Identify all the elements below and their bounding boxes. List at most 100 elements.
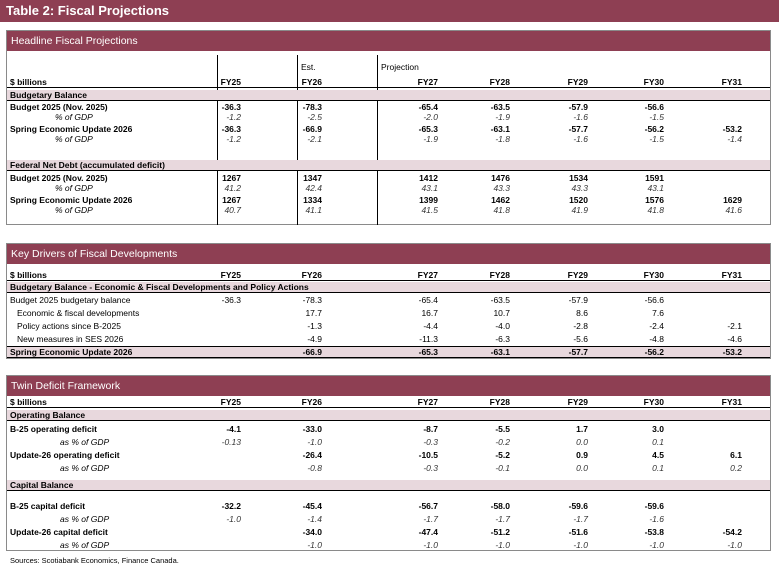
row-label: % of GDP [55,183,93,193]
year-header: FY26 [301,77,322,87]
row-label: as % of GDP [60,463,110,473]
row-label: B-25 operating deficit [10,424,97,434]
row-label: as % of GDP [60,514,110,524]
table-cell: -53.2 [722,124,742,134]
year-header: FY25 [220,77,241,87]
table-cell: -1.7 [423,514,438,524]
table-cell: -65.3 [418,124,438,134]
key-drivers-section: Key Drivers of Fiscal Developments $ bil… [6,243,771,359]
year-header: FY31 [721,397,742,407]
table-cell: -1.0 [573,540,588,550]
table-cell: -47.4 [418,527,438,537]
column-divider [377,55,378,225]
table-cell: -36.3 [221,102,241,112]
table-cell: 4.5 [652,450,664,460]
table-cell: 1347 [303,173,322,183]
table-cell: -53.8 [644,527,664,537]
table-cell: -1.0 [226,514,241,524]
table-cell: -53.2 [722,347,742,357]
row-label: Budget 2025 (Nov. 2025) [10,102,108,112]
table-cell: 1334 [303,195,322,205]
table-cell: -1.7 [495,514,510,524]
table-cell: -1.0 [649,540,664,550]
table-cell: -56.2 [644,124,664,134]
table-cell: -4.9 [307,334,322,344]
table-cell: 41.6 [725,205,742,215]
table-row: Spring Economic Update 2026 1267 1334 1399 1… [7,195,770,205]
table-cell: -59.6 [644,501,664,511]
table-cell: -1.0 [423,540,438,550]
table-cell: -4.6 [727,334,742,344]
year-header: FY25 [220,270,241,280]
table-cell: -65.4 [418,295,438,305]
table-cell: -56.2 [644,347,664,357]
table-row: % of GDP 40.7 41.1 41.5 41.8 41.9 41.8 41.6 [7,205,770,215]
table-row: Budget 2025 (Nov. 2025) -36.3 -78.3 -65.4 -6… [7,102,770,112]
table-cell: -1.8 [495,134,510,144]
table-cell: -57.7 [568,124,588,134]
row-label: Economic & fiscal developments [17,308,140,318]
table-cell: -1.0 [307,540,322,550]
subheader-federal-net-debt: Federal Net Debt (accumulated deficit) [7,160,770,171]
table-cell: -2.4 [649,321,664,331]
table-cell: -66.9 [302,347,322,357]
table-cell: -0.1 [495,463,510,473]
table-cell: -2.1 [307,134,322,144]
year-header: FY28 [489,77,510,87]
row-label: New measures in SES 2026 [17,334,124,344]
table-cell: -0.2 [495,437,510,447]
row-label: Update-26 capital deficit [10,527,108,537]
table-cell: 7.6 [652,308,664,318]
year-header: FY25 [220,397,241,407]
table-cell: -1.0 [727,540,742,550]
table-cell: 1399 [419,195,438,205]
table-cell: -34.0 [302,527,322,537]
table-cell: -1.6 [573,112,588,122]
table-cell: 43.1 [647,183,664,193]
table-cell: 41.8 [493,205,510,215]
table-row: B-25 capital deficit -32.2 -45.4 -56.7 -58.0… [7,501,770,511]
table-cell: -33.0 [302,424,322,434]
table-cell: -56.6 [644,295,664,305]
table-cell: -1.3 [307,321,322,331]
table-cell: -36.3 [221,124,241,134]
table-cell: 1534 [569,173,588,183]
unit-label: $ billions [10,77,47,87]
table-row: Budget 2025 (Nov. 2025) 1267 1347 1412 1476 1… [7,173,770,183]
table-cell: -2.1 [727,321,742,331]
year-header: FY27 [417,270,438,280]
table-cell: 41.2 [224,183,241,193]
row-label: as % of GDP [60,437,110,447]
table-cell: 0.1 [652,463,664,473]
table-row: Update-26 capital deficit -34.0 -47.4 -51.2… [7,527,770,537]
table-cell: -0.3 [423,437,438,447]
row-label: Spring Economic Update 2026 [10,195,133,205]
year-header: FY26 [301,270,322,280]
table-row: Update-26 operating deficit -26.4 -10.5 -5.… [7,450,770,460]
table-cell: 6.1 [730,450,742,460]
year-header: FY29 [567,270,588,280]
subheader-operating-balance: Operating Balance [7,410,770,421]
unit-label: $ billions [10,397,47,407]
table-cell: -78.3 [302,295,322,305]
subheader-capital-balance: Capital Balance [7,480,770,491]
table-cell: -54.2 [722,527,742,537]
table-row: as % of GDP -0.13 -1.0 -0.3 -0.2 0.0 0.1 [7,437,770,447]
table-cell: -4.4 [423,321,438,331]
table-cell: -1.7 [573,514,588,524]
subheader-budgetary-balance: Budgetary Balance [7,90,770,101]
table-row: % of GDP -1.2 -2.1 -1.9 -1.8 -1.6 -1.5 -1.4 [7,134,770,144]
year-header: FY27 [417,77,438,87]
table-cell: 42.4 [305,183,322,193]
table-cell: -58.0 [490,501,510,511]
table-cell: 16.7 [421,308,438,318]
table-cell: 0.1 [652,437,664,447]
table-cell: -1.9 [495,112,510,122]
table-cell: 0.0 [576,437,588,447]
year-header: FY30 [643,397,664,407]
year-header: FY28 [489,270,510,280]
year-header-row: $ billions FY25 FY26 FY27 FY28 FY29 FY30 FY31 [7,397,770,408]
table-cell: -4.1 [226,424,241,434]
twin-deficit-section: Twin Deficit Framework $ billions FY25 FY2… [6,375,771,551]
year-header: FY30 [643,270,664,280]
